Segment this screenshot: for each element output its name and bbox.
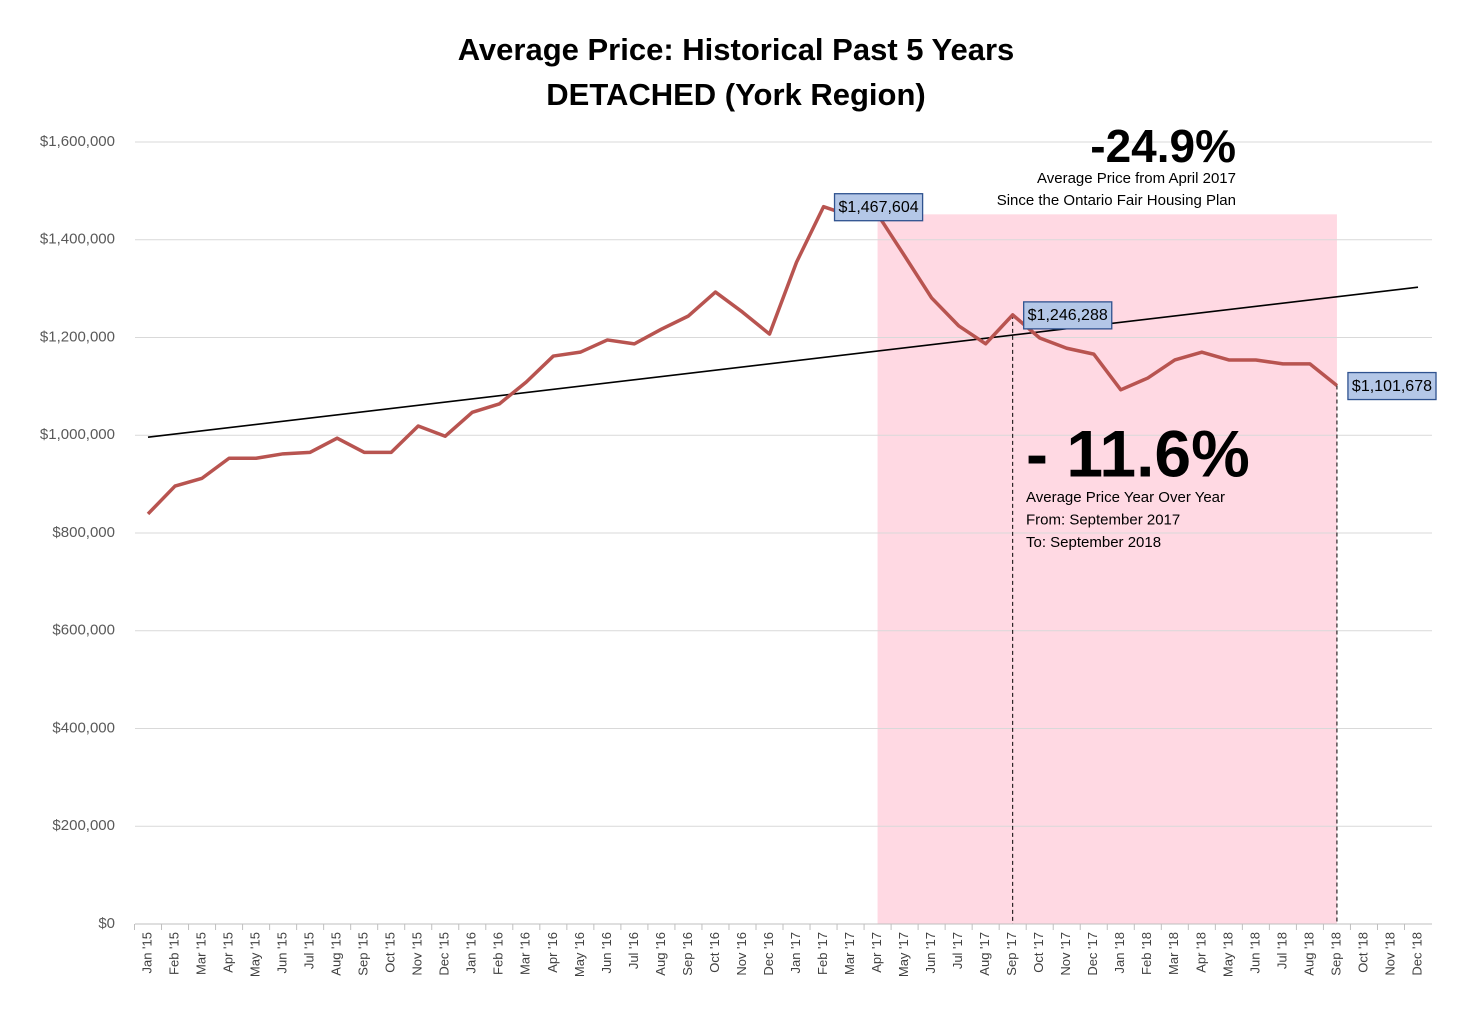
x-tick-label: Apr '18 [1193,932,1208,973]
x-tick-label: Aug '18 [1301,932,1316,976]
x-tick-label: May '17 [896,932,911,977]
annotation-note: Average Price Year Over Year [1026,489,1225,506]
x-tick-label: Sep '16 [680,932,695,976]
x-tick-label: Jun '17 [923,932,938,974]
price-line [146,204,1339,516]
value-label-box [833,193,924,222]
x-tick-label: Sep '15 [356,932,371,976]
value-label-box [1023,301,1113,330]
x-tick-label: Dec '15 [437,932,452,976]
x-tick-label: Jan '17 [788,932,803,974]
x-tick-label: Feb '17 [815,932,830,975]
x-tick-label: Nov '16 [734,932,749,976]
annotation-note: To: September 2018 [1026,534,1161,551]
x-tick-label: Apr '15 [221,932,236,973]
y-tick-label: $1,400,000 [40,231,115,248]
value-label: $1,101,678 [1352,378,1432,395]
x-tick-label: Nov '17 [1058,932,1073,976]
annotation-big: -24.9% [1090,120,1236,172]
x-tick-label: Jun '15 [275,932,290,974]
trendline [147,286,1419,438]
y-tick-label: $1,200,000 [40,328,115,345]
x-tick-label: Aug '17 [977,932,992,976]
x-tick-label: Feb '15 [166,932,181,975]
x-tick-label: Oct '16 [707,932,722,973]
x-tick-label: Oct '15 [383,932,398,973]
x-tick-label: Jul '17 [950,932,965,969]
x-tick-label: Sep '17 [1004,932,1019,976]
x-tick-label: Mar '15 [193,932,208,975]
y-tick-label: $0 [98,915,115,932]
chart-title: Average Price: Historical Past 5 Years [458,32,1015,67]
x-tick-label: Jun '18 [1247,932,1262,974]
y-tick-label: $600,000 [52,622,115,639]
annotation-note: Average Price from April 2017 [1037,170,1236,187]
x-tick-label: Dec '18 [1409,932,1424,976]
x-tick-label: Apr '16 [545,932,560,973]
x-tick-label: Jul '15 [302,932,317,969]
highlight-region [877,214,1337,924]
x-tick-label: Aug '15 [329,932,344,976]
y-tick-label: $400,000 [52,719,115,736]
x-tick-label: Sep '18 [1328,932,1343,976]
x-tick-label: Jul '16 [626,932,641,969]
x-tick-label: Mar '17 [842,932,857,975]
x-tick-label: Oct '18 [1355,932,1370,973]
x-tick-label: Mar '16 [518,932,533,975]
x-tick-label: Feb '18 [1139,932,1154,975]
x-tick-label: Mar '18 [1166,932,1181,975]
x-tick-label: May '16 [572,932,587,977]
x-tick-label: Apr '17 [869,932,884,973]
y-tick-label: $1,600,000 [40,133,115,150]
y-tick-label: $200,000 [52,817,115,834]
value-label-box [1347,371,1437,401]
y-tick-label: $800,000 [52,524,115,541]
x-tick-label: Jan '18 [1112,932,1127,974]
x-tick-label: Nov '18 [1382,932,1397,976]
x-tick-label: May '15 [248,932,263,977]
value-label: $1,467,604 [839,199,919,216]
x-tick-label: Feb '16 [491,932,506,975]
x-tick-label: Oct '17 [1031,932,1046,973]
x-tick-label: Jan '16 [464,932,479,974]
annotation-note: From: September 2017 [1026,511,1180,528]
value-label: $1,246,288 [1028,307,1108,324]
chart-subtitle: DETACHED (York Region) [546,77,925,112]
annotation-note: Since the Ontario Fair Housing Plan [997,192,1236,209]
x-tick-label: May '18 [1220,932,1235,977]
x-tick-label: Nov '15 [410,932,425,976]
annotation-big: - 11.6% [1026,416,1250,490]
x-tick-label: Jul '18 [1274,932,1289,969]
x-tick-label: Jan '15 [139,932,154,974]
y-tick-label: $1,000,000 [40,426,115,443]
x-tick-label: Aug '16 [653,932,668,976]
x-tick-label: Dec '16 [761,932,776,976]
x-tick-label: Jun '16 [599,932,614,974]
x-tick-label: Dec '17 [1085,932,1100,976]
